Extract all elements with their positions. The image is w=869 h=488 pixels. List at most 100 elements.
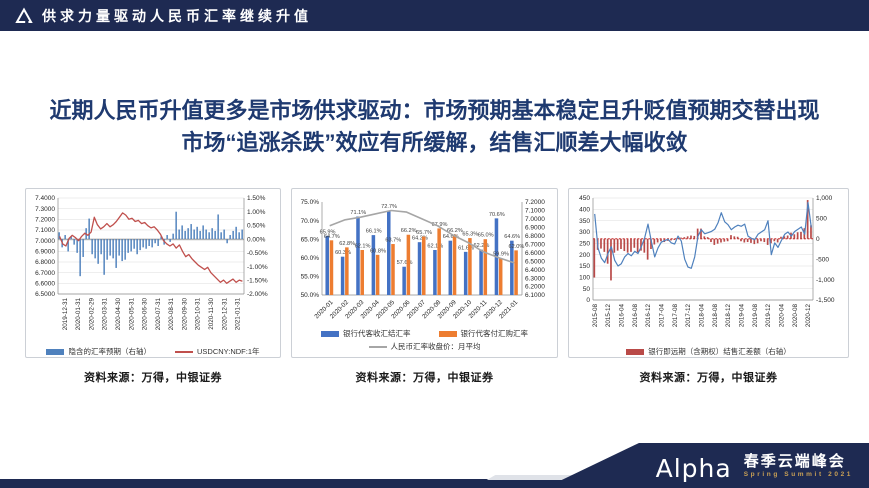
svg-text:2020-06-30: 2020-06-30 [142,298,149,331]
legend-label: 隐含的汇率预期（右轴） [68,347,151,356]
chart-column-settlement-rate: 75.0% 70.0% 65.0% 60.0% 55.0% 50.0% 7.2000 7.10… [291,188,558,385]
legend-swatch-line [174,350,193,353]
svg-text:50.0%: 50.0% [301,292,320,299]
legend-item: 银行代客收汇结汇率 [321,328,411,339]
footer-content: Alpha 春季云端峰会 Spring Summit 2021 [655,453,853,483]
header-bar: 供求力量驱动人民币汇率继续升值 [0,0,869,31]
chart-fx-balance: 450 400 350 300 250 200 150 100 50 0 1,000 500 0 -500… [568,188,849,358]
svg-text:65.9%: 65.9% [320,229,336,235]
svg-text:7.1000: 7.1000 [35,227,55,234]
chart-ndf-expectation: 7.4000 7.3000 7.2000 7.1000 7.0000 6.9000 6.80… [25,188,281,358]
svg-text:60.8%: 60.8% [370,248,386,254]
svg-text:2018-08: 2018-08 [712,304,719,328]
svg-text:57.6%: 57.6% [397,260,413,266]
svg-text:75.0%: 75.0% [301,199,320,206]
svg-text:-1,000: -1,000 [816,277,835,284]
svg-text:7.3000: 7.3000 [35,206,55,213]
svg-text:2017-08: 2017-08 [672,304,679,328]
svg-text:7.2000: 7.2000 [35,217,55,224]
svg-text:7.1000: 7.1000 [525,208,545,215]
chart-fx-balance-legend: 银行即远期（含期权）结售汇差额（右轴）即期询价成交量：日均 [571,345,846,357]
svg-text:6.9000: 6.9000 [525,225,545,232]
chart-settlement-source: 资料来源：万得，中银证券 [355,372,494,384]
svg-text:6.4000: 6.4000 [525,267,545,274]
svg-text:66.2%: 66.2% [447,228,463,234]
svg-text:-0.50%: -0.50% [247,250,268,257]
svg-text:0.00%: 0.00% [247,236,266,243]
svg-text:6.1000: 6.1000 [525,292,545,299]
legend-label: 人民币汇率收盘价：月平均 [390,342,481,351]
svg-text:62.0%: 62.0% [508,244,524,250]
svg-text:2020-05-31: 2020-05-31 [128,298,135,331]
legend-item: 人民币汇率收盘价：月平均 [368,341,481,352]
svg-text:1.50%: 1.50% [247,195,266,202]
svg-text:-1,500: -1,500 [816,297,835,304]
svg-text:61.6%: 61.6% [458,245,474,251]
svg-text:1.00%: 1.00% [247,209,266,216]
svg-text:2020-08: 2020-08 [792,304,799,328]
svg-text:64.6%: 64.6% [504,234,520,240]
svg-text:2017-04: 2017-04 [659,304,666,328]
svg-text:65.0%: 65.0% [478,233,494,239]
svg-text:62.1%: 62.1% [355,244,371,250]
chart-fx-balance-canvas-host: 450 400 350 300 250 200 150 100 50 0 1,000 500 0 -500… [571,192,846,345]
svg-text:0: 0 [586,297,590,304]
svg-text:2020-07-31: 2020-07-31 [155,298,162,331]
svg-text:2019-04: 2019-04 [739,304,746,328]
svg-text:-1.00%: -1.00% [247,264,268,271]
svg-text:59.9%: 59.9% [493,252,509,258]
svg-text:350: 350 [579,218,590,225]
event-name-en: Spring Summit 2021 [743,470,853,478]
svg-text:6.8000: 6.8000 [35,259,55,266]
header-title: 供求力量驱动人民币汇率继续升值 [42,7,312,24]
chart-fx-balance-source: 资料来源：万得，中银证券 [639,372,778,384]
chart-ndf-legend: 隐含的汇率预期（右轴） USDCNY:NDF:1年 [28,345,278,357]
svg-text:200: 200 [579,252,590,259]
svg-text:6.7000: 6.7000 [525,241,545,248]
svg-text:6.3000: 6.3000 [525,275,545,282]
svg-text:2019-08: 2019-08 [752,304,759,328]
svg-text:100: 100 [579,275,590,282]
svg-text:250: 250 [579,241,590,248]
legend-swatch-bar [321,330,339,337]
svg-text:60.3%: 60.3% [335,250,351,256]
footer-strip [0,479,869,488]
svg-text:66.2%: 66.2% [401,228,417,234]
svg-text:64.6%: 64.6% [443,234,459,240]
svg-text:6.8000: 6.8000 [525,233,545,240]
event-name-cn: 春季云端峰会 [743,452,846,470]
legend-swatch-bar [46,348,65,355]
svg-text:2015-08: 2015-08 [592,304,599,328]
svg-text:65.3%: 65.3% [462,232,478,238]
svg-text:70.6%: 70.6% [489,212,505,218]
svg-text:500: 500 [816,216,827,223]
svg-text:62.1%: 62.1% [427,244,443,250]
svg-text:2020-04-30: 2020-04-30 [115,298,122,331]
svg-text:72.7%: 72.7% [381,204,397,210]
svg-text:6.9000: 6.9000 [35,249,55,256]
svg-text:7.0000: 7.0000 [35,238,55,245]
svg-text:2019-12-31: 2019-12-31 [62,298,69,331]
svg-text:6.2000: 6.2000 [525,284,545,291]
legend-swatch-bar [438,330,457,337]
svg-text:71.1%: 71.1% [350,210,366,216]
alpha-wordmark: Alpha [655,453,732,483]
svg-text:66.1%: 66.1% [366,229,382,235]
svg-text:2019-12: 2019-12 [765,304,772,328]
svg-text:62.8%: 62.8% [339,241,355,247]
legend-swatch-line [368,345,387,348]
svg-text:-2.00%: -2.00% [247,291,268,298]
chart-settlement-canvas-host: 75.0% 70.0% 65.0% 60.0% 55.0% 50.0% 7.2000 7.10… [294,192,555,327]
svg-text:7.4000: 7.4000 [35,195,55,202]
chart-settlement-legend: 银行代客收汇结汇率 银行代客付汇购汇率 人民币汇率收盘价：月平均 [294,327,555,354]
event-name-block: 春季云端峰会 Spring Summit 2021 [744,454,853,480]
svg-text:2020-01-31: 2020-01-31 [75,298,82,331]
svg-text:450: 450 [579,195,590,202]
charts-row: 7.4000 7.3000 7.2000 7.1000 7.0000 6.9000 6.80… [25,188,849,385]
legend-label: 银行即远期（含期权）结售汇差额（右轴） [648,347,791,356]
chart-ndf-canvas-host: 7.4000 7.3000 7.2000 7.1000 7.0000 6.9000 6.80… [28,192,278,345]
svg-text:2020-10-31: 2020-10-31 [195,298,202,331]
svg-text:65.0%: 65.0% [301,236,320,243]
svg-text:6.6000: 6.6000 [525,250,545,257]
